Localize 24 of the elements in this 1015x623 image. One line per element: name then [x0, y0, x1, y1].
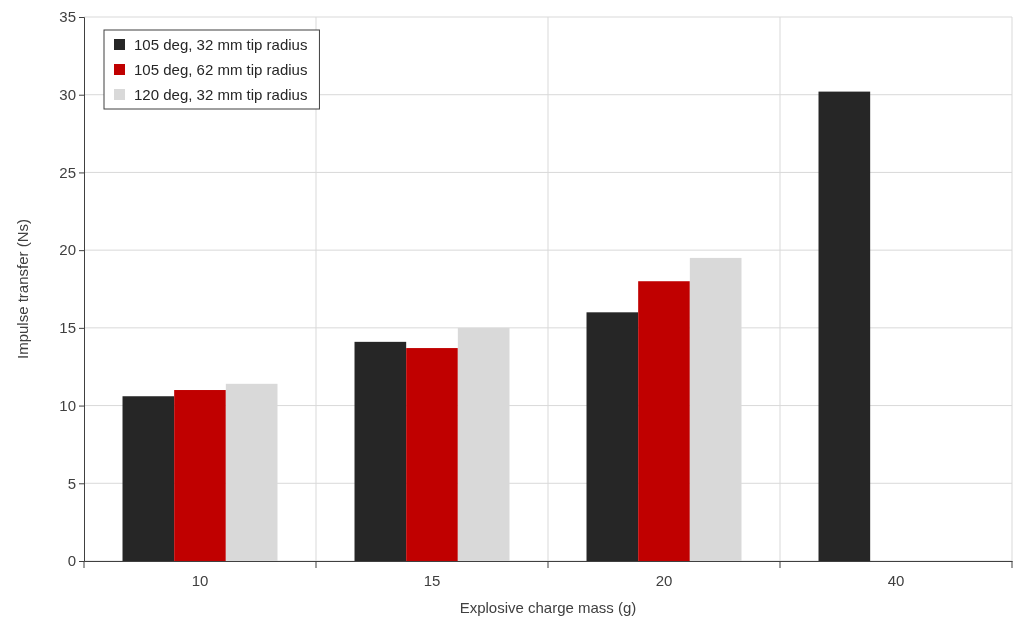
bar	[174, 390, 226, 561]
bar	[638, 281, 690, 561]
bar	[122, 396, 175, 561]
y-tick-label: 25	[59, 163, 76, 181]
y-axis-title: Impulse transfer (Ns)	[14, 218, 31, 360]
y-tick-label: 10	[59, 396, 76, 414]
x-tick-label: 40	[887, 571, 905, 589]
legend-label: 105 deg, 62 mm tip radius	[134, 61, 308, 78]
x-tick-label: 15	[423, 571, 441, 589]
x-tick-label: 10	[191, 571, 209, 589]
x-tick-label: 20	[655, 571, 673, 589]
y-tick-label: 5	[67, 474, 76, 492]
bar	[354, 341, 407, 561]
y-tick-label: 20	[59, 241, 76, 259]
y-tick-label: 0	[67, 552, 76, 570]
bar	[818, 91, 871, 561]
bar	[406, 348, 458, 561]
y-tick-label: 30	[59, 86, 76, 104]
legend-label: 120 deg, 32 mm tip radius	[134, 86, 308, 103]
y-tick-label: 35	[59, 8, 76, 26]
x-axis-title: Explosive charge mass (g)	[459, 599, 637, 616]
legend-label: 105 deg, 32 mm tip radius	[134, 36, 308, 53]
bar	[586, 312, 639, 561]
y-tick-label: 15	[59, 319, 76, 337]
